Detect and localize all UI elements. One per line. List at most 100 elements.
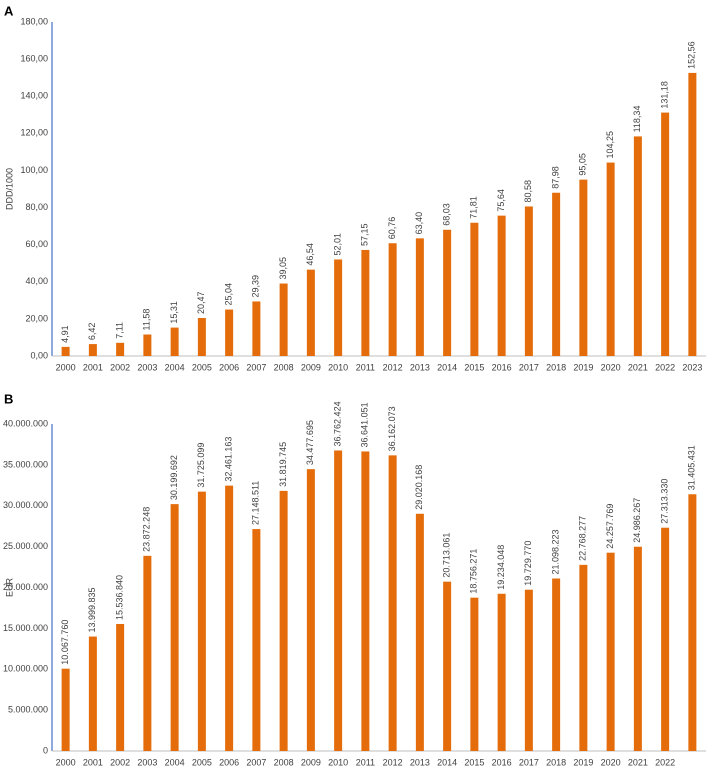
bar [415,513,424,751]
bar [579,564,588,751]
bar [306,269,315,356]
bar [606,552,615,751]
value-label: 27.148.511 [251,481,261,525]
y-tick-label: 30.000.000 [3,500,48,510]
bar [61,668,70,751]
value-label: 30.199.692 [169,455,179,500]
value-label: 29,39 [251,275,261,298]
x-tick-label: 2012 [383,757,403,767]
value-label: 18.756.271 [469,549,479,594]
value-label: 13.999.835 [87,588,97,633]
value-label: 34.477.695 [305,420,315,465]
bar [661,112,670,356]
value-label: 80,58 [523,180,533,203]
x-tick-label: 2004 [165,757,185,767]
x-tick-label: 2021 [628,757,648,767]
value-label: 32.461.163 [224,437,234,482]
value-label: 52,01 [333,233,343,256]
y-tick-label: 180,00 [20,16,48,26]
x-tick-label: 2017 [519,757,539,767]
bar [197,491,206,751]
bar [524,206,533,356]
value-label: 23.872.248 [142,507,152,552]
bar [252,529,261,751]
bar [388,243,397,356]
value-label: 31.819.745 [278,442,288,487]
bar [361,249,370,356]
bar [443,229,452,356]
y-tick-label: 80,00 [25,202,48,212]
value-label: 10.067.760 [60,620,70,665]
y-tick-label: 25.000.000 [3,541,48,551]
value-label: 68,03 [442,203,452,226]
bar [661,527,670,751]
x-tick-label: 2000 [56,757,76,767]
y-tick-label: 20,00 [25,313,48,323]
x-tick-label: 2022 [655,757,675,767]
value-label: 95,05 [578,153,588,176]
bar [116,623,125,751]
bar [252,301,261,356]
x-tick-label: 2013 [410,757,430,767]
value-label: 75,64 [496,189,506,212]
bar [143,555,152,751]
bar [415,238,424,356]
y-tick-label: 140,00 [20,91,48,101]
x-tick-label: 2019 [573,757,593,767]
y-tick-label: 120,00 [20,128,48,138]
bar [497,593,506,751]
bar [116,342,125,356]
value-label: 25,04 [224,283,234,306]
bar [606,162,615,356]
value-label: 15.536.840 [115,575,125,620]
x-tick-label: 2019 [573,362,593,372]
bar [579,179,588,356]
x-tick-label: 2023 [682,362,702,372]
x-tick-label: 2001 [83,757,103,767]
value-label: 63,40 [414,212,424,235]
x-tick-label: 2011 [356,362,375,372]
y-tick-label: 10.000.000 [3,664,48,674]
x-tick-label: 2005 [192,362,212,372]
y-tick-label: 20.000.000 [3,582,48,592]
value-label: 118,34 [632,106,642,133]
bar [170,327,179,356]
y-axis-label: EUR [4,578,14,598]
value-label: 24.257.769 [605,504,615,549]
x-tick-label: 2022 [655,362,675,372]
x-tick-label: 2007 [246,362,266,372]
bar [143,334,152,356]
bar [388,455,397,751]
panel-label: B [4,391,13,406]
x-tick-label: 2015 [464,362,484,372]
value-label: 19.729.770 [523,541,533,586]
bar [552,192,561,356]
x-tick-label: 2004 [165,362,185,372]
bar [88,636,97,751]
y-axis-label: DDD/1000 [4,168,14,210]
y-tick-label: 40,00 [25,276,48,286]
value-label: 31.405.431 [687,445,697,490]
bar [633,136,642,356]
bar [633,546,642,751]
value-label: 29.020.168 [414,465,424,510]
value-label: 21.098.223 [551,529,561,574]
x-tick-label: 2010 [328,362,348,372]
x-tick-label: 2015 [464,757,484,767]
value-label: 7,11 [115,322,125,339]
value-label: 36.641.051 [360,402,370,447]
value-label: 31.725.099 [196,443,206,488]
value-label: 131,18 [660,81,670,109]
x-tick-label: 2002 [110,757,130,767]
x-tick-label: 2006 [219,757,239,767]
x-tick-label: 2018 [546,757,566,767]
x-tick-label: 2021 [628,362,648,372]
value-label: 104,25 [605,131,615,159]
bar [688,72,697,356]
bar [334,259,343,356]
x-tick-label: 2014 [437,757,457,767]
value-label: 20.713.061 [442,533,452,578]
value-label: 22.768.277 [578,516,588,561]
value-label: 46,54 [305,243,315,266]
bar [334,450,343,751]
